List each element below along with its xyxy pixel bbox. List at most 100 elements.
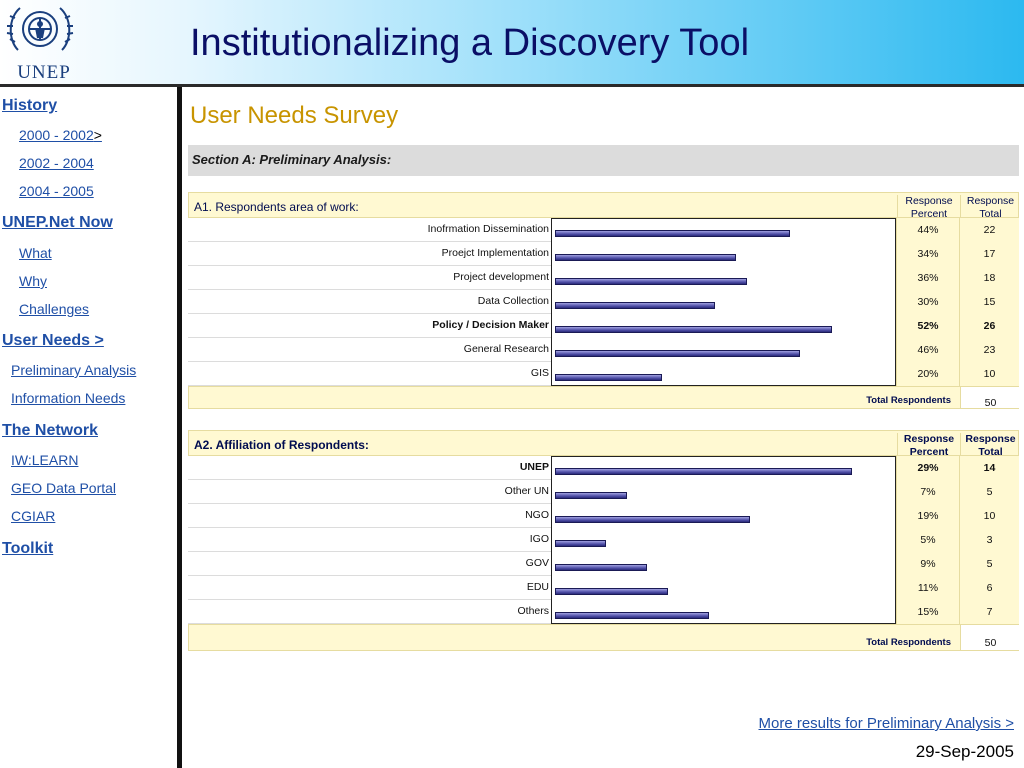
total-respondents-row: Total Respondents 50 (188, 624, 1020, 651)
sidebar-item-label: The Network (2, 422, 99, 439)
table-header: A1. Respondents area of work: Response Pe… (188, 192, 1019, 220)
data-bar (555, 468, 852, 475)
data-bar (555, 540, 606, 547)
data-bar (555, 374, 662, 381)
sidebar-item-label: User Needs > (2, 332, 104, 349)
page-title: Institutionalizing a Discovery Tool (190, 22, 750, 64)
sidebar-item-label: 2002 - 2004 (19, 155, 94, 171)
category-label: EDU (526, 581, 549, 593)
percent-cell: 44% (896, 218, 959, 242)
sidebar-item-geo-data-portal[interactable]: GEO Data Portal (11, 480, 116, 496)
total-respondents-value: 50 (960, 387, 1020, 409)
total-cell: 3 (959, 528, 1019, 552)
percent-cell: 29% (896, 456, 959, 480)
percent-cell: 15% (896, 600, 959, 624)
sidebar-item-label: Toolkit (2, 540, 54, 557)
total-cell: 6 (959, 576, 1019, 600)
un-emblem-icon (6, 7, 74, 51)
sidebar-item-toolkit[interactable]: Toolkit (2, 540, 53, 558)
data-bar (555, 302, 715, 309)
response-percent-header: Response Percent (897, 433, 960, 458)
sidebar-item-why[interactable]: Why (19, 273, 47, 289)
percent-cell: 11% (896, 576, 959, 600)
category-label: Data Collection (477, 295, 549, 307)
sidebar-item-label: 2004 - 2005 (19, 183, 94, 199)
table-header: A2. Affiliation of Respondents: Response … (188, 430, 1019, 458)
sidebar-item-history[interactable]: History (2, 97, 57, 115)
more-results-link[interactable]: More results for Preliminary Analysis > (758, 715, 1015, 732)
sidebar-item-label: 2000 - 2002 (19, 127, 94, 143)
data-bar (555, 564, 647, 571)
sidebar-item-label: CGIAR (11, 508, 56, 524)
data-bar (555, 516, 750, 523)
total-cell: 22 (959, 218, 1019, 242)
bar-chart-area (551, 456, 896, 624)
category-label: Others (517, 605, 549, 617)
total-respondents-row: Total Respondents 50 (188, 386, 1020, 409)
sidebar-divider (177, 87, 182, 768)
question-title: A2. Affiliation of Respondents: (194, 438, 369, 452)
data-bar (555, 278, 747, 285)
percent-cell: 20% (896, 362, 959, 386)
category-label: UNEP (519, 461, 549, 473)
sidebar-item-label: Preliminary Analysis (11, 362, 137, 378)
question-title: A1. Respondents area of work: (194, 200, 359, 214)
sidebar-item-2000-2002[interactable]: 2000 - 2002> (19, 127, 102, 143)
sidebar-item-label: Information Needs (11, 390, 126, 406)
sidebar-item-challenges[interactable]: Challenges (19, 301, 89, 317)
sidebar (0, 87, 177, 768)
sidebar-item-label: History (2, 97, 58, 114)
sidebar-item-label: Why (19, 273, 47, 289)
data-bar (555, 612, 709, 619)
survey-table-1: A1. Respondents area of work: Response Pe… (188, 192, 1020, 409)
survey-table-2: A2. Affiliation of Respondents: Response … (188, 430, 1020, 651)
total-cell: 10 (959, 362, 1019, 386)
total-cell: 7 (959, 600, 1019, 624)
category-label: Proejct Implementation (441, 247, 549, 259)
percent-cell: 19% (896, 504, 959, 528)
percent-cell: 46% (896, 338, 959, 362)
logo-text: UNEP (17, 62, 71, 83)
sidebar-item-the-network[interactable]: The Network (2, 422, 98, 440)
sidebar-item-cgiar[interactable]: CGIAR (11, 508, 55, 524)
percent-cell: 7% (896, 480, 959, 504)
percent-cell: 30% (896, 290, 959, 314)
section-header-bar (188, 145, 1019, 176)
category-label: Inofrmation Dissemination (427, 223, 549, 235)
sidebar-item-2004-2005[interactable]: 2004 - 2005 (19, 183, 94, 199)
sidebar-item-label: Challenges (19, 301, 90, 317)
total-cell: 17 (959, 242, 1019, 266)
sidebar-item-user-needs[interactable]: User Needs > (2, 332, 104, 350)
total-cell: 18 (959, 266, 1019, 290)
total-cell: 23 (959, 338, 1019, 362)
sidebar-item-label: IW:LEARN (11, 452, 79, 468)
sidebar-item-what[interactable]: What (19, 245, 52, 261)
total-cell: 10 (959, 504, 1019, 528)
sidebar-item-label: GEO Data Portal (11, 480, 117, 496)
category-label: Project development (453, 271, 549, 283)
sidebar-item-label: What (19, 245, 52, 261)
total-cell: 5 (959, 480, 1019, 504)
data-bar (555, 326, 832, 333)
percent-cell: 5% (896, 528, 959, 552)
sidebar-item-unep-net-now[interactable]: UNEP.Net Now (2, 214, 113, 232)
sidebar-item-information-needs[interactable]: Information Needs (11, 390, 125, 406)
category-label: NGO (525, 509, 549, 521)
percent-cell: 52% (896, 314, 959, 338)
category-label: GIS (530, 367, 549, 379)
total-cell: 26 (959, 314, 1019, 338)
total-respondents-value: 50 (960, 625, 1020, 650)
response-percent-header: Response Percent (897, 195, 960, 220)
section-subtitle: User Needs Survey (190, 102, 399, 129)
category-label: Other UN (504, 485, 549, 497)
data-bar (555, 230, 790, 237)
total-cell: 5 (959, 552, 1019, 576)
total-respondents-label: Total Respondents (866, 637, 951, 648)
percent-cell: 34% (896, 242, 959, 266)
total-cell: 14 (959, 456, 1019, 480)
sidebar-item-2002-2004[interactable]: 2002 - 2004 (19, 155, 94, 171)
arrow-icon: > (93, 127, 102, 143)
sidebar-item-preliminary-analysis[interactable]: Preliminary Analysis (11, 362, 136, 378)
sidebar-item-iw-learn[interactable]: IW:LEARN (11, 452, 78, 468)
data-bar (555, 350, 800, 357)
